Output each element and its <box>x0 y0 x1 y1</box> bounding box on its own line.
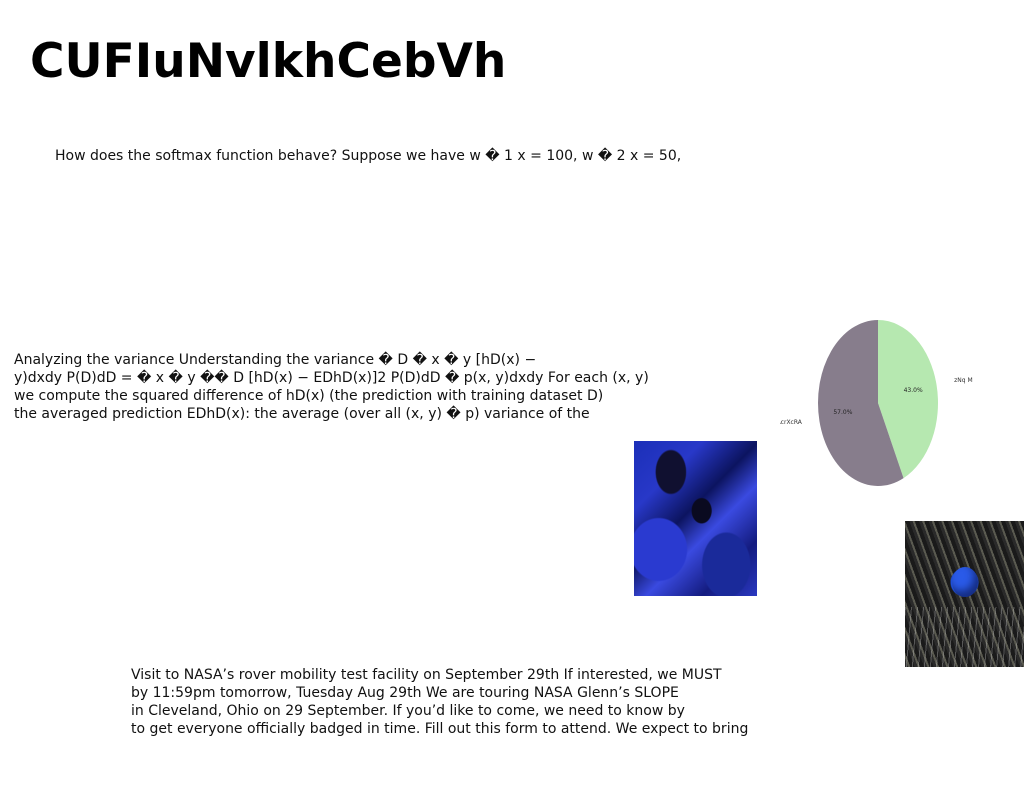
variance-line: Analyzing the variance Understanding the… <box>14 352 537 368</box>
pie-category-label: zNq M <box>954 377 973 384</box>
nasa-paragraph: Visit to NASA’s rover mobility test faci… <box>131 666 748 738</box>
pie-category-label: CAcrXcRA <box>780 419 803 426</box>
blue-ball <box>952 567 978 597</box>
softmax-line: How does the softmax function behave? Su… <box>55 148 682 164</box>
pie-chart-svg: 43.0% zNq M 57.0% CAcrXcRA <box>780 320 973 486</box>
nasa-line: to get everyone officially badged in tim… <box>131 721 749 737</box>
pie-chart: 43.0% zNq M 57.0% CAcrXcRA <box>780 313 980 493</box>
nasa-line: by 11:59pm tomorrow, Tuesday Aug 29th We… <box>131 685 679 701</box>
nasa-line: in Cleveland, Ohio on 29 September. If y… <box>131 703 685 719</box>
variance-paragraph: Analyzing the variance Understanding the… <box>14 351 649 423</box>
variance-line: we compute the squared difference of hD(… <box>14 388 604 404</box>
palm-blue-ball-photo <box>905 521 1024 667</box>
variance-line: y)dxdy P(D)dD = � x � y �� D [hD(x) − ED… <box>14 370 649 386</box>
softmax-paragraph: How does the softmax function behave? Su… <box>55 147 681 165</box>
palm-fronds <box>905 607 1024 667</box>
page-title: CUFIuNvlkhCebVh <box>30 34 507 89</box>
pie-value-label: 57.0% <box>833 409 852 416</box>
pie-slice <box>878 320 938 479</box>
blue-texture-photo <box>634 441 757 596</box>
variance-line: the averaged prediction EDhD(x): the ave… <box>14 406 590 422</box>
nasa-line: Visit to NASA’s rover mobility test faci… <box>131 667 722 683</box>
pie-slice <box>818 320 904 486</box>
pie-value-label: 43.0% <box>904 387 923 394</box>
